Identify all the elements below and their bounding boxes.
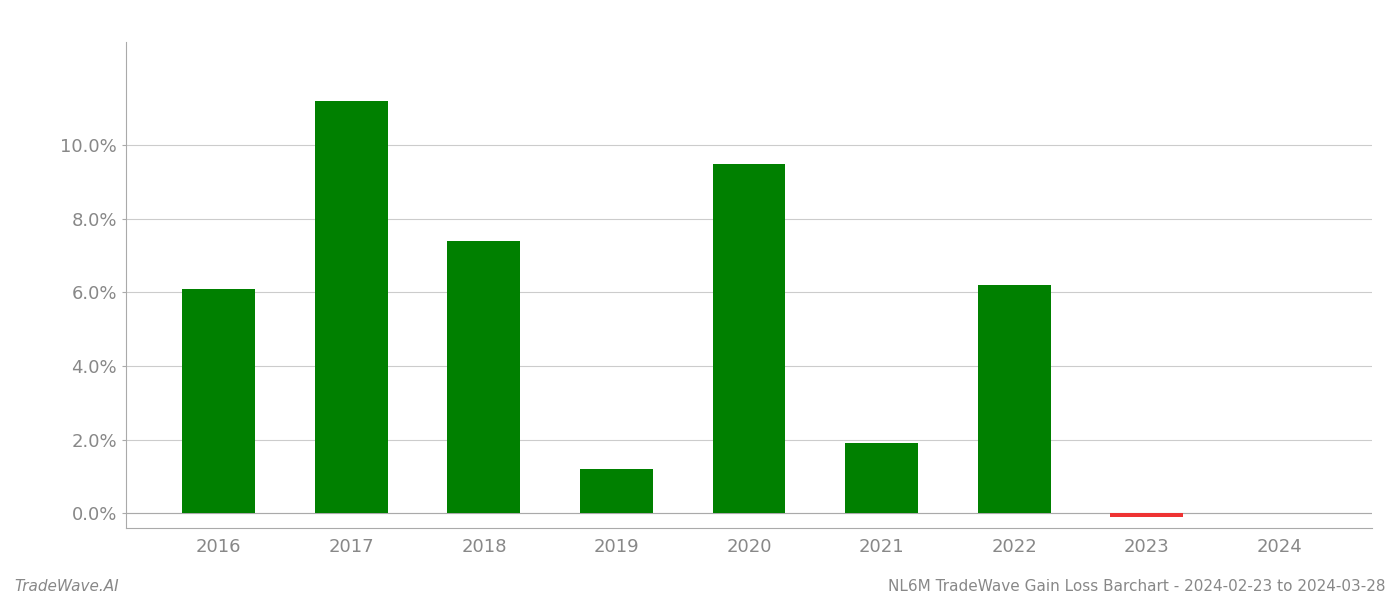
- Bar: [1110, 513, 1183, 517]
- Bar: [977, 285, 1050, 513]
- Text: NL6M TradeWave Gain Loss Barchart - 2024-02-23 to 2024-03-28: NL6M TradeWave Gain Loss Barchart - 2024…: [889, 579, 1386, 594]
- Bar: [580, 469, 652, 513]
- Text: TradeWave.AI: TradeWave.AI: [14, 579, 119, 594]
- Bar: [182, 289, 255, 513]
- Bar: [713, 163, 785, 513]
- Bar: [315, 101, 388, 513]
- Bar: [448, 241, 521, 513]
- Bar: [846, 443, 918, 513]
